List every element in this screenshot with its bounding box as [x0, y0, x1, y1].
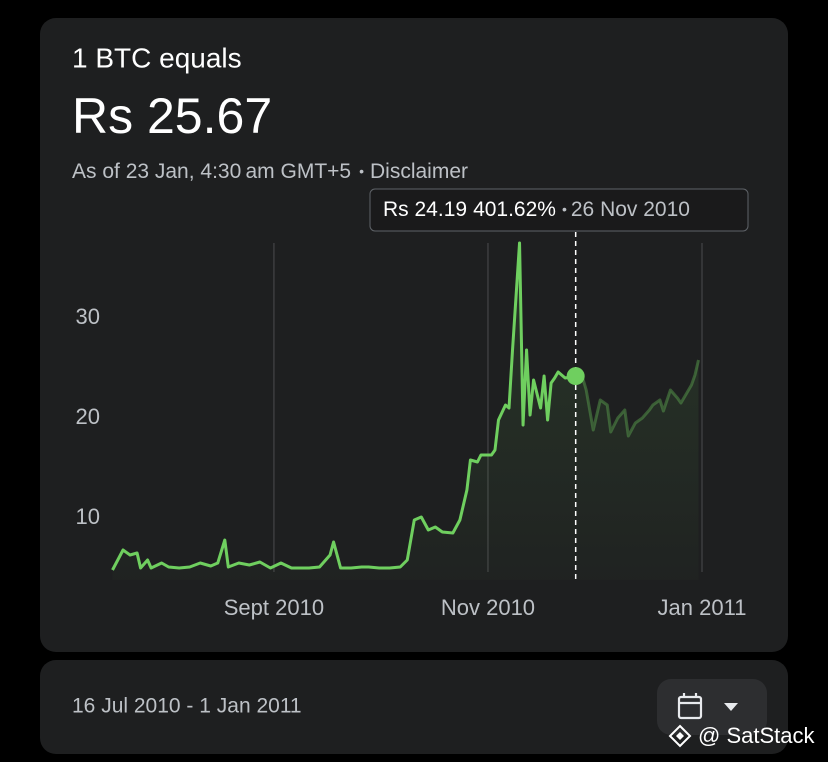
as-of-text: As of 23 Jan, 4:30 am GMT+5 — [72, 160, 351, 183]
watermark-icon — [668, 724, 692, 748]
watermark: @ SatStack — [698, 723, 815, 748]
price: Rs 25.67 — [72, 88, 272, 144]
line-faded — [575, 359, 700, 438]
hover-point — [566, 367, 585, 386]
as-of: As of 23 Jan, 4:30 am GMT+5 • Disclaimer — [72, 160, 468, 183]
plot: 10 20 30 Sept 2010 Nov 2010 Jan 2011 — [76, 232, 747, 620]
y-tick-label: 20 — [76, 404, 100, 429]
dropdown-arrow — [724, 703, 738, 711]
line — [111, 241, 576, 571]
tooltip — [369, 188, 749, 232]
date-range: 16 Jul 2010 - 1 Jan 2011 — [72, 695, 302, 718]
tooltip-change: 401.62% — [473, 198, 556, 221]
separator: • — [562, 201, 567, 217]
area — [112, 243, 699, 580]
calendar-button[interactable] — [657, 679, 767, 735]
tooltip-text: Rs 24.19 401.62% • 26 Nov 2010 — [383, 198, 690, 221]
x-tick-label: Jan 2011 — [658, 595, 747, 620]
y-tick-label: 30 — [76, 304, 100, 329]
title: 1 BTC equals — [72, 42, 242, 73]
x-tick-label: Sept 2010 — [224, 595, 324, 620]
footer-card — [40, 660, 788, 754]
tooltip-price: Rs 24.19 — [383, 198, 467, 221]
x-tick-label: Nov 2010 — [441, 595, 535, 620]
y-tick-label: 10 — [76, 504, 100, 529]
separator: • — [359, 163, 364, 179]
tooltip-date: 26 Nov 2010 — [571, 198, 690, 221]
disclaimer-link[interactable]: Disclaimer — [370, 160, 468, 183]
calendar-icon — [677, 695, 703, 720]
